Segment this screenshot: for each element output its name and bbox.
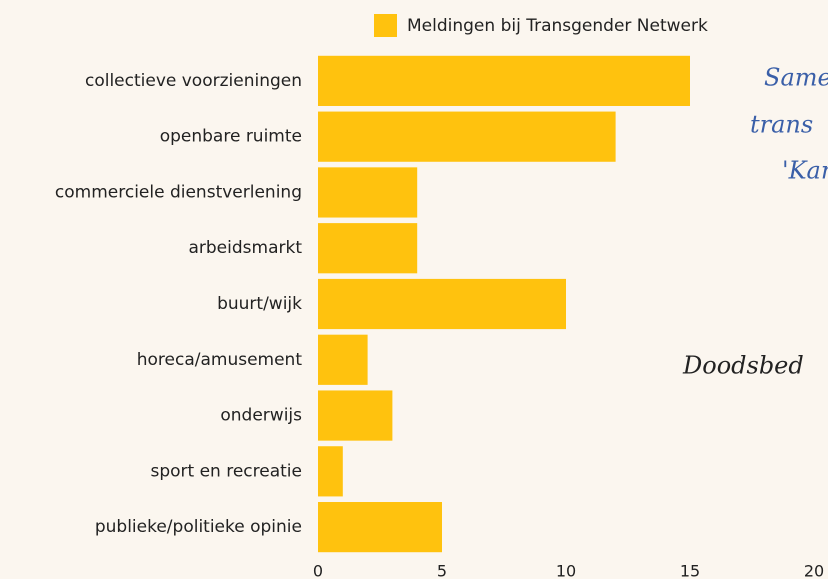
- x-tick-label: 15: [680, 562, 700, 579]
- y-tick-label: arbeidsmarkt: [188, 238, 302, 258]
- bar: [318, 390, 393, 441]
- legend-swatch: [374, 14, 397, 37]
- bar: [318, 167, 418, 218]
- y-tick-label: buurt/wijk: [217, 294, 302, 314]
- y-tick-label: sport en recreatie: [150, 461, 302, 481]
- annotation: trans: [750, 111, 813, 139]
- y-tick-label: openbare ruimte: [160, 127, 302, 147]
- y-tick-label: onderwijs: [220, 406, 302, 426]
- x-tick-label: 0: [313, 562, 323, 579]
- x-tick-label: 10: [556, 562, 576, 579]
- y-tick-label: collectieve voorzieningen: [85, 71, 302, 91]
- y-tick-label: publieke/politieke opinie: [95, 517, 302, 537]
- bar: [318, 446, 343, 497]
- bar: [318, 223, 418, 274]
- bar: [318, 334, 368, 385]
- bar: [318, 502, 442, 553]
- bar: [318, 278, 566, 330]
- annotation: Same: [764, 64, 828, 92]
- legend-label: Meldingen bij Transgender Netwerk: [407, 16, 708, 36]
- x-tick-label: 20: [804, 562, 824, 579]
- bar: [318, 111, 616, 162]
- y-tick-label: horeca/amusement: [137, 350, 303, 370]
- x-tick-label: 5: [437, 562, 447, 579]
- y-tick-label: commerciele dienstverlening: [55, 182, 302, 202]
- bar: [318, 55, 690, 106]
- annotation: 'Kar: [782, 157, 828, 185]
- annotation: Doodsbed: [682, 352, 804, 380]
